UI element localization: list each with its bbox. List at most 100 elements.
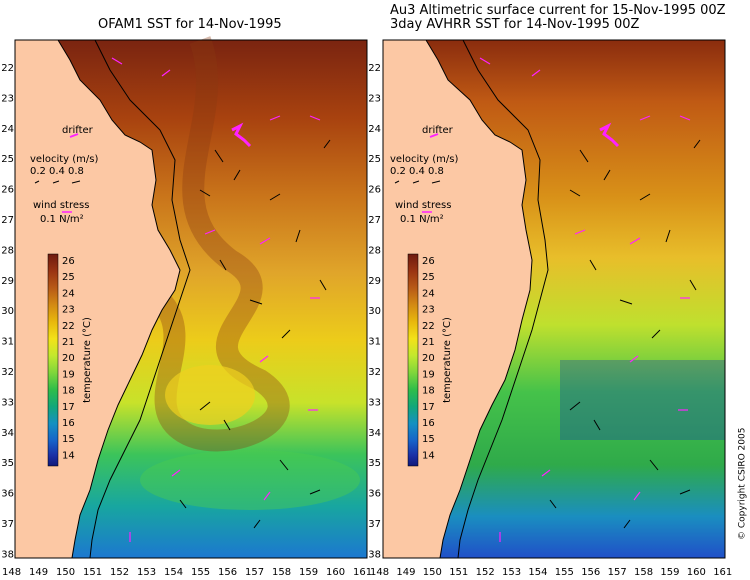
right-legend-velocity-v2: 0.4 <box>409 166 425 177</box>
colorbar-tick-label: 19 <box>422 369 435 380</box>
left-panel-title: OFAM1 SST for 14-Nov-1995 <box>98 17 282 32</box>
longitude-tick-label: 148 <box>2 567 21 578</box>
latitude-tick-label: 28 <box>1 245 14 256</box>
right-longitude-ticks: 148 149 150 151 152 153 154 155 156 157 158 159 160 1… <box>370 567 732 578</box>
latitude-tick-label: 33 <box>368 397 381 408</box>
longitude-tick-label: 161 <box>713 567 732 578</box>
colorbar-tick-label: 26 <box>422 256 435 267</box>
longitude-tick-label: 155 <box>555 567 574 578</box>
colorbar-tick-label: 21 <box>62 337 75 348</box>
latitude-tick-label: 23 <box>368 93 381 104</box>
latitude-tick-label: 29 <box>368 276 381 287</box>
left-legend-velocity-v1: 0.2 <box>30 166 46 177</box>
latitude-tick-label: 22 <box>1 63 14 74</box>
left-legend-wind-value: 0.1 N/m² <box>40 214 84 225</box>
right-latitude-ticks: 22 23 24 25 26 27 28 29 30 31 32 33 34 35 36 37 38 <box>368 63 381 560</box>
right-legend-velocity-v3: 0.8 <box>428 166 444 177</box>
longitude-tick-label: 157 <box>608 567 627 578</box>
colorbar-tick-label: 23 <box>62 305 75 316</box>
colorbar-tick-label: 22 <box>422 321 435 332</box>
longitude-tick-label: 152 <box>110 567 129 578</box>
longitude-tick-label: 159 <box>660 567 679 578</box>
colorbar-tick-label: 24 <box>62 288 75 299</box>
left-current-vectors <box>179 139 331 529</box>
colorbar-tick-label: 17 <box>422 402 435 413</box>
right-legend-velocity-label: velocity (m/s) <box>390 154 458 165</box>
latitude-tick-label: 32 <box>1 367 14 378</box>
latitude-tick-label: 37 <box>1 519 14 530</box>
left-colorbar-ramp <box>47 253 59 467</box>
longitude-tick-label: 153 <box>502 567 521 578</box>
left-drifter-track <box>231 122 252 148</box>
copyright-notice: © Copyright CSIRO 2005 <box>737 427 747 540</box>
longitude-tick-label: 148 <box>370 567 389 578</box>
latitude-tick-label: 30 <box>1 306 14 317</box>
colorbar-tick-label: 17 <box>62 402 75 413</box>
right-colorbar-label: temperature (°C) <box>442 317 453 403</box>
right-coastline <box>425 39 533 559</box>
latitude-tick-label: 27 <box>1 215 14 226</box>
left-colorbar-label: temperature (°C) <box>82 317 93 403</box>
latitude-tick-label: 34 <box>1 428 14 439</box>
longitude-tick-label: 150 <box>56 567 75 578</box>
latitude-tick-label: 33 <box>1 397 14 408</box>
latitude-tick-label: 24 <box>368 124 381 135</box>
right-legend-drifter-label: drifter <box>422 125 454 136</box>
left-legend-velocity-v2: 0.4 <box>49 166 65 177</box>
left-legend: drifter velocity (m/s) 0.2 0.4 0.8 wind … <box>30 125 98 225</box>
right-panel-title-line2: 3day AVHRR SST for 14-Nov-1995 00Z <box>390 17 640 32</box>
left-legend-velocity-label: velocity (m/s) <box>30 154 98 165</box>
latitude-tick-label: 36 <box>368 489 381 500</box>
right-colorbar-ticks: 26 25 24 23 22 21 20 19 18 17 16 15 14 <box>422 256 435 461</box>
latitude-tick-label: 31 <box>1 337 14 348</box>
longitude-tick-label: 151 <box>83 567 102 578</box>
colorbar-tick-label: 23 <box>422 305 435 316</box>
right-legend-wind-value: 0.1 N/m² <box>400 214 444 225</box>
left-legend-drifter-icon <box>69 133 79 138</box>
right-land-australia <box>383 40 532 558</box>
latitude-tick-label: 25 <box>1 154 14 165</box>
right-drifter-track <box>599 122 620 148</box>
right-map-panel <box>382 39 726 559</box>
colorbar-tick-label: 14 <box>62 450 75 461</box>
longitude-tick-label: 161 <box>353 567 372 578</box>
latitude-tick-label: 34 <box>368 428 381 439</box>
colorbar-tick-label: 19 <box>62 369 75 380</box>
longitude-tick-label: 158 <box>634 567 653 578</box>
right-cloud-mask <box>560 360 725 440</box>
longitude-tick-label: 159 <box>299 567 318 578</box>
longitude-tick-label: 160 <box>326 567 345 578</box>
latitude-tick-label: 35 <box>1 458 14 469</box>
colorbar-tick-label: 18 <box>422 386 435 397</box>
longitude-tick-label: 156 <box>218 567 237 578</box>
latitude-tick-label: 30 <box>368 306 381 317</box>
right-legend-velocity-v1: 0.2 <box>390 166 406 177</box>
left-legend-velocity-arrows <box>34 180 81 184</box>
longitude-tick-label: 156 <box>581 567 600 578</box>
colorbar-tick-label: 20 <box>422 353 435 364</box>
right-legend: drifter velocity (m/s) 0.2 0.4 0.8 wind … <box>390 125 458 225</box>
left-colorbar: 26 25 24 23 22 21 20 19 18 17 16 15 14 temperature (… <box>47 253 93 467</box>
colorbar-tick-label: 15 <box>422 434 435 445</box>
colorbar-tick-label: 18 <box>62 386 75 397</box>
latitude-tick-label: 38 <box>1 549 14 560</box>
right-colorbar-ramp <box>407 253 419 467</box>
right-legend-velocity-arrows <box>394 180 441 184</box>
left-eddy-current <box>151 36 290 452</box>
longitude-tick-label: 154 <box>528 567 547 578</box>
latitude-tick-label: 24 <box>1 124 14 135</box>
longitude-tick-label: 154 <box>164 567 183 578</box>
latitude-tick-label: 29 <box>1 276 14 287</box>
left-legend-drifter-label: drifter <box>62 125 94 136</box>
latitude-tick-label: 31 <box>368 337 381 348</box>
right-colorbar: 26 25 24 23 22 21 20 19 18 17 16 15 14 temperature (… <box>407 253 453 467</box>
right-current-vectors <box>549 139 701 529</box>
latitude-tick-label: 27 <box>368 215 381 226</box>
longitude-tick-label: 155 <box>191 567 210 578</box>
colorbar-tick-label: 26 <box>62 256 75 267</box>
longitude-tick-label: 149 <box>396 567 415 578</box>
left-coastline <box>57 39 181 559</box>
longitude-tick-label: 150 <box>423 567 442 578</box>
right-map-frame <box>382 39 726 559</box>
